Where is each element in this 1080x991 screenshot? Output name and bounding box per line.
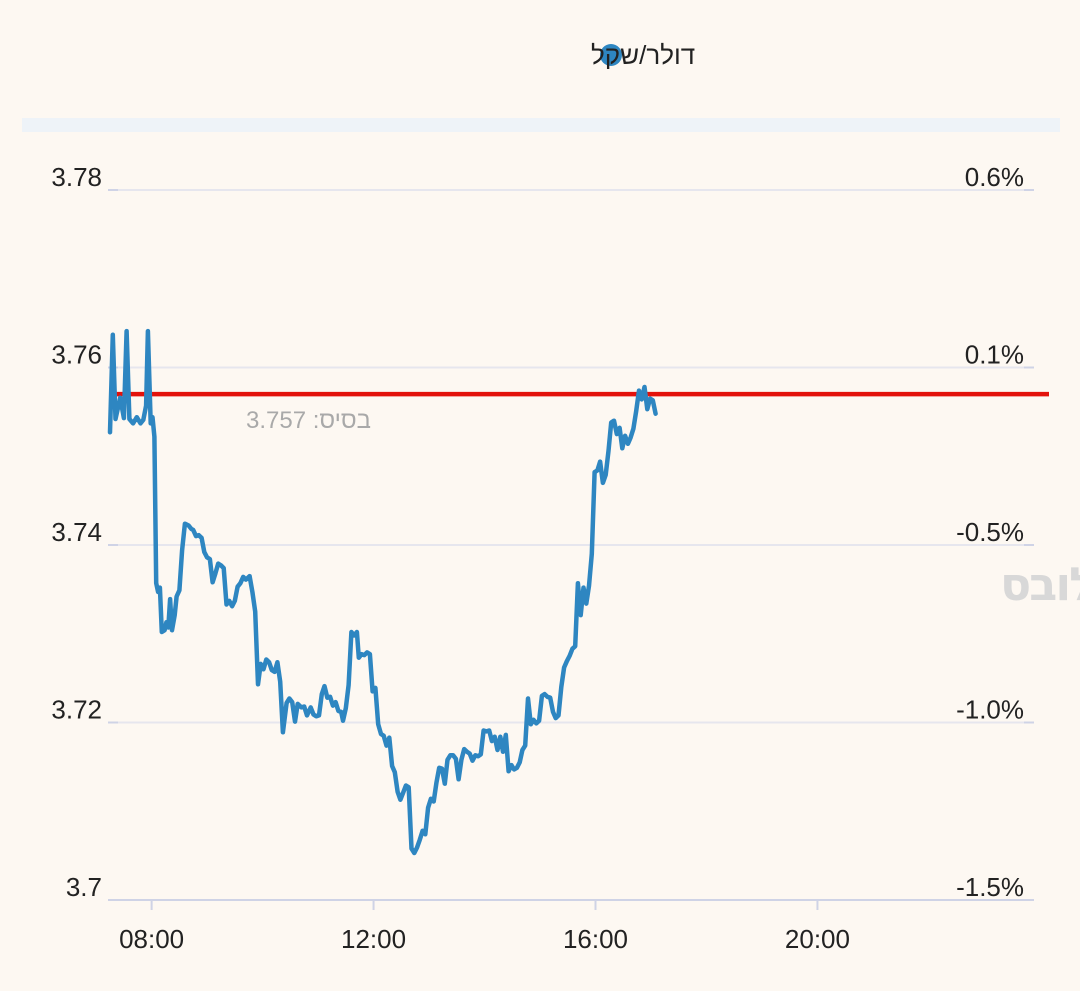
grid [110,189,1032,901]
y-right-tick-label: 0.6% [965,162,1024,192]
legend-label: דולר/שקל [591,40,695,70]
tick-labels: 3.78 0.6% 3.76 0.1% 3.74 -0.5% 3.72 -1.0% 3.7 -1.… [51,162,1024,954]
y-left-tick-label: 3.78 [51,162,102,192]
x-tick-label: 16:00 [563,924,628,954]
y-left-tick-label: 3.76 [51,340,102,370]
y-right-tick-label: -0.5% [956,517,1024,547]
y-right-tick-label: 0.1% [965,340,1024,370]
base-reference-label: בסיס: 3.757 [246,407,371,434]
x-tick-label: 12:00 [341,924,406,954]
legend[interactable]: דולר/שקל [591,40,695,70]
globes-watermark-logo: גלובס [1000,557,1080,611]
x-tick-label: 20:00 [785,924,850,954]
y-right-tick-label: -1.0% [956,695,1024,725]
y-left-tick-label: 3.74 [51,517,102,547]
y-left-tick-label: 3.7 [66,872,102,902]
y-left-tick-label: 3.72 [51,695,102,725]
series-line-0[interactable] [107,328,658,856]
reference-layer: בסיס: 3.757 [110,391,1049,434]
legend-marker [600,44,622,66]
x-tick-label: 08:00 [119,924,184,954]
y-right-tick-label: -1.5% [956,872,1024,902]
svg-text:גלובס: גלובס [1000,557,1080,611]
axes [108,189,1034,910]
series-layer [107,328,658,856]
navigator-band[interactable] [22,118,1060,132]
